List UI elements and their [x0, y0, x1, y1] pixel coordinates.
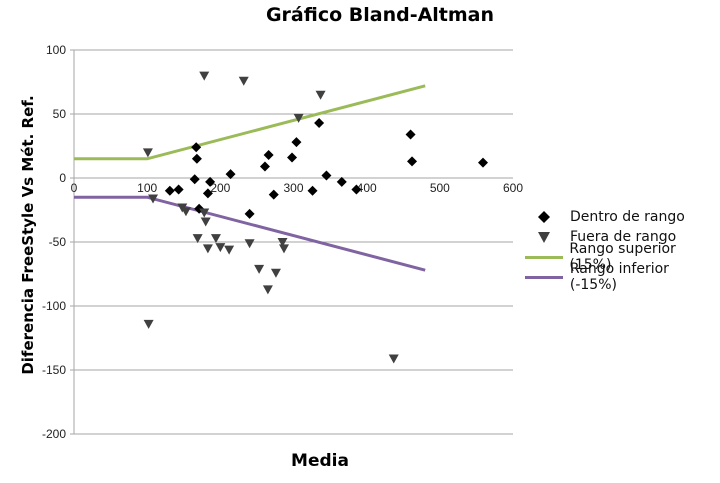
svg-text:-150: -150 — [42, 363, 66, 377]
legend-item-superior: Rango superior (15%) — [524, 241, 720, 273]
svg-text:50: 50 — [53, 107, 67, 121]
svg-text:600: 600 — [503, 181, 523, 195]
legend-label: Rango superior (15%) — [569, 241, 676, 273]
svg-text:100: 100 — [137, 181, 157, 195]
legend-label: Rango inferior (-15%) — [569, 261, 669, 293]
gridlines — [70, 49, 513, 435]
diamond-marker-icon — [524, 211, 564, 223]
green-line-icon — [524, 255, 563, 259]
svg-text:-50: -50 — [49, 235, 67, 249]
svg-text:400: 400 — [357, 181, 377, 195]
svg-text:300: 300 — [283, 181, 303, 195]
y-axis-label: Diferencia FreeStyle Vs Mét. Ref. — [19, 95, 37, 375]
svg-text:200: 200 — [210, 181, 230, 195]
triangle-down-marker-icon — [524, 231, 564, 243]
data-points — [142, 71, 489, 364]
svg-text:500: 500 — [430, 181, 450, 195]
svg-text:0: 0 — [71, 181, 78, 195]
legend-label: Dentro de rango — [570, 209, 685, 225]
range-lines — [74, 84, 426, 272]
purple-line-icon — [524, 275, 564, 279]
chart-title: Gráfico Bland-Altman — [265, 4, 495, 26]
x-axis-label: Media — [291, 451, 349, 471]
legend-label: Fuera de rango — [570, 229, 677, 245]
svg-text:100: 100 — [46, 43, 66, 57]
legend: Dentro de rango Fuera de rango Rango sup… — [524, 207, 720, 293]
legend-item-inferior: Rango inferior (-15%) — [524, 261, 720, 293]
svg-text:-200: -200 — [42, 427, 66, 441]
legend-item-fuera: Fuera de rango — [524, 227, 720, 247]
x-axis-ticks: 0 100 200 300 400 500 600 — [71, 181, 524, 195]
svg-text:-100: -100 — [42, 299, 66, 313]
y-axis-ticks: 100 50 0 -50 -100 -150 -200 — [42, 43, 66, 441]
legend-item-dentro: Dentro de rango — [524, 207, 720, 227]
svg-text:0: 0 — [59, 171, 66, 185]
